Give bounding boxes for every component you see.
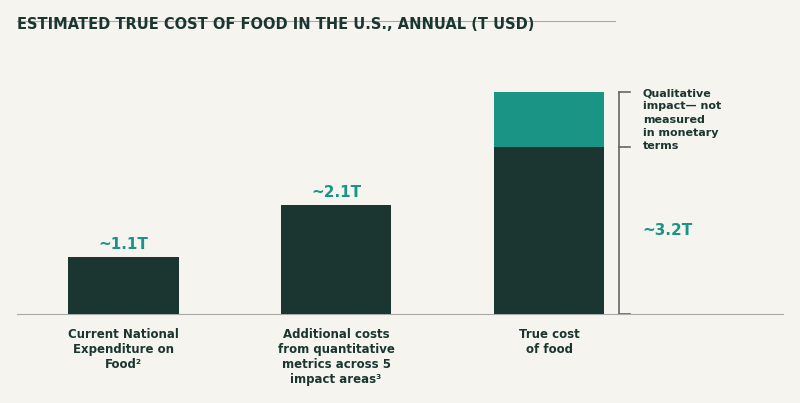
Text: Qualitative
impact— not
measured
in monetary
terms: Qualitative impact— not measured in mone… xyxy=(642,88,721,151)
Bar xyxy=(494,147,605,314)
Bar xyxy=(281,205,391,314)
Text: ESTIMATED TRUE COST OF FOOD IN THE U.S., ANNUAL (T USD): ESTIMATED TRUE COST OF FOOD IN THE U.S.,… xyxy=(17,17,534,32)
Bar xyxy=(494,92,605,147)
Text: ~2.1T: ~2.1T xyxy=(311,185,361,200)
Bar xyxy=(68,257,178,314)
Text: ~3.2T: ~3.2T xyxy=(642,223,693,238)
Text: ~1.1T: ~1.1T xyxy=(98,237,148,252)
